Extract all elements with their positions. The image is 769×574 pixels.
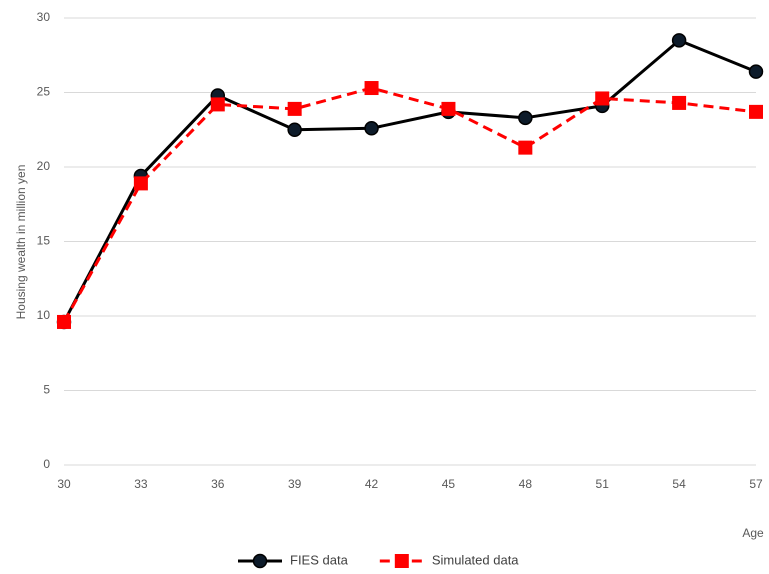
x-axis-label: Age xyxy=(742,526,764,540)
legend-label: FIES data xyxy=(290,552,349,567)
y-tick-label: 10 xyxy=(37,308,51,322)
data-point xyxy=(518,110,533,126)
data-point xyxy=(364,121,379,136)
legend-marker xyxy=(394,554,409,568)
y-tick-label: 15 xyxy=(37,234,51,248)
data-point xyxy=(671,33,687,48)
x-tick-label: 51 xyxy=(596,477,610,491)
y-tick-label: 0 xyxy=(43,457,50,471)
data-point xyxy=(748,64,764,79)
series-line xyxy=(62,38,757,323)
x-tick-label: 36 xyxy=(211,477,225,491)
series-line xyxy=(62,86,757,323)
data-point xyxy=(441,101,456,116)
y-tick-label: 20 xyxy=(37,159,51,173)
y-tick-label: 30 xyxy=(37,10,51,24)
legend-label: Simulated data xyxy=(432,552,519,567)
data-point xyxy=(364,81,379,96)
data-point xyxy=(749,104,763,119)
legend-marker xyxy=(252,553,268,569)
x-tick-label: 48 xyxy=(519,477,533,491)
data-point xyxy=(287,122,302,137)
y-axis-label: Housing wealth in million yen xyxy=(14,165,28,320)
data-point xyxy=(210,97,225,112)
data-point xyxy=(57,314,71,329)
x-tick-label: 57 xyxy=(749,477,763,491)
x-tick-label: 30 xyxy=(57,477,71,491)
x-tick-label: 39 xyxy=(288,477,302,491)
y-tick-label: 25 xyxy=(37,85,51,99)
data-point xyxy=(287,101,302,116)
x-tick-label: 45 xyxy=(442,477,456,491)
data-point xyxy=(672,95,687,110)
data-point xyxy=(518,140,533,155)
data-point xyxy=(133,176,148,191)
data-point xyxy=(595,91,610,106)
x-tick-label: 54 xyxy=(672,477,686,491)
y-tick-label: 5 xyxy=(43,383,50,397)
x-tick-label: 33 xyxy=(134,477,148,491)
x-tick-label: 42 xyxy=(365,477,379,491)
